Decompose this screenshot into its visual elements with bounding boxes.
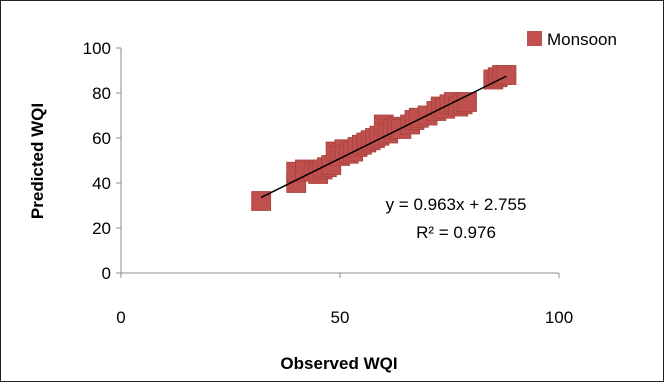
legend: Monsoon: [527, 30, 617, 49]
data-point: [496, 65, 517, 85]
x-tick-label: 50: [331, 308, 350, 327]
legend-swatch-monsoon: [527, 31, 542, 46]
x-tick-label: 100: [545, 308, 573, 327]
y-tick-label: 80: [92, 84, 111, 103]
trendline-equation: y = 0.963x + 2.755: [386, 195, 527, 214]
y-tick-label: 40: [92, 174, 111, 193]
axes: [116, 47, 560, 278]
trendline: [260, 75, 507, 199]
trendline-group: [260, 75, 507, 199]
y-tick-label: 20: [92, 219, 111, 238]
data-point: [251, 191, 272, 211]
data-points: [251, 65, 517, 211]
y-tick-label: 0: [102, 264, 111, 283]
x-axis-title: Observed WQI: [280, 354, 397, 373]
r-squared-label: R² = 0.976: [416, 223, 496, 242]
tick-labels: 0 20 40 60 80 100 0 50 100: [83, 39, 574, 327]
y-axis-title: Predicted WQI: [28, 103, 47, 219]
y-tick-label: 100: [83, 39, 111, 58]
legend-label-monsoon: Monsoon: [547, 30, 617, 49]
x-tick-label: 0: [116, 308, 125, 327]
y-tick-label: 60: [92, 129, 111, 148]
